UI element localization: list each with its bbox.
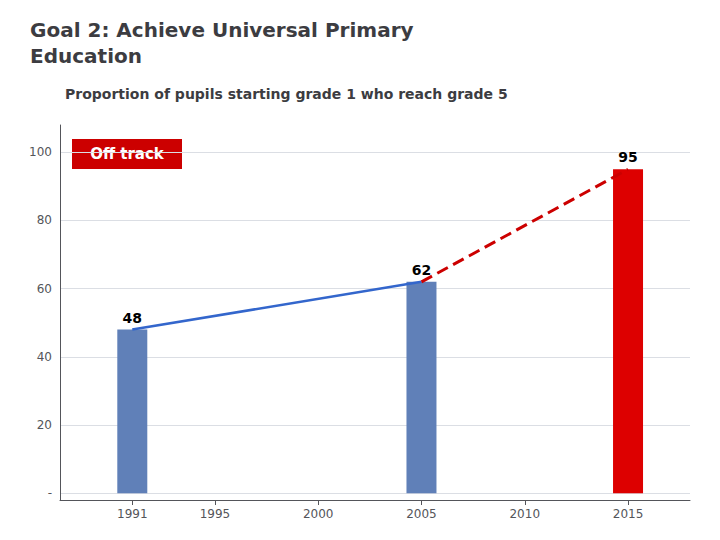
svg-text:2010: 2010 [509,507,540,521]
svg-text:1991: 1991 [117,507,148,521]
svg-text:60: 60 [37,282,52,296]
svg-text:2000: 2000 [303,507,334,521]
svg-text:48: 48 [123,310,142,326]
svg-text:Education: Education [30,44,142,68]
svg-text:80: 80 [37,213,52,227]
svg-text:Goal 2: Achieve Universal Prim: Goal 2: Achieve Universal Primary [30,18,414,42]
svg-text:Off track: Off track [90,145,165,163]
svg-text:40: 40 [37,350,52,364]
svg-text:Proportion of pupils starting: Proportion of pupils starting grade 1 wh… [65,86,508,102]
svg-text:95: 95 [618,149,637,165]
svg-text:20: 20 [37,418,52,432]
svg-text:2015: 2015 [613,507,644,521]
svg-text:1995: 1995 [200,507,231,521]
svg-text:62: 62 [412,262,431,278]
svg-text:2005: 2005 [406,507,437,521]
svg-text:-: - [48,486,52,500]
svg-text:100: 100 [29,145,52,159]
